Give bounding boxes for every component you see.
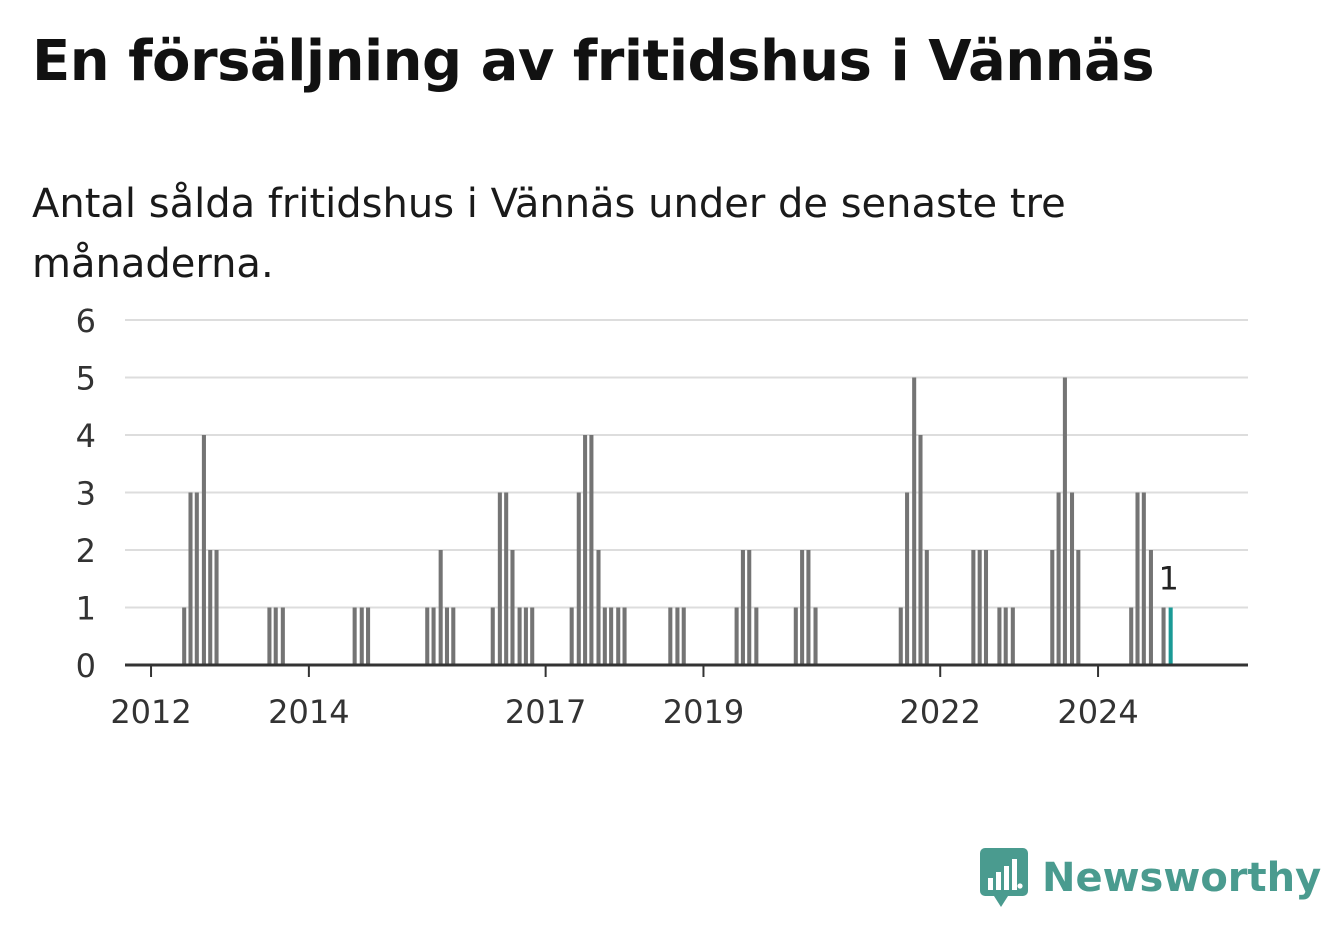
bar (971, 550, 976, 665)
y-tick-label-5: 5 (76, 360, 96, 398)
bar (754, 607, 759, 665)
bar (918, 435, 923, 665)
bar (813, 607, 818, 665)
bar (1168, 607, 1173, 665)
bar (431, 607, 436, 665)
x-tick-label-2017: 2017 (505, 693, 586, 731)
bars (182, 377, 1173, 665)
bar (273, 607, 278, 665)
bar (793, 607, 798, 665)
bar (1129, 607, 1134, 665)
x-tick-label-2014: 2014 (268, 693, 349, 731)
bar (898, 607, 903, 665)
bar (596, 550, 601, 665)
y-tick-label-3: 3 (76, 475, 96, 513)
bar (924, 550, 929, 665)
bar (1010, 607, 1015, 665)
bar (182, 607, 187, 665)
bar (589, 435, 594, 665)
x-tick-label-2022: 2022 (900, 693, 981, 731)
y-tick-label-4: 4 (76, 417, 96, 455)
bar (523, 607, 528, 665)
x-axis-labels: 2012 2014 2017 2019 2022 2024 (110, 693, 1138, 731)
bar (1056, 492, 1061, 665)
bar (977, 550, 982, 665)
bar (609, 607, 614, 665)
bar (497, 492, 502, 665)
bar (208, 550, 213, 665)
bar (194, 492, 199, 665)
bar (905, 492, 910, 665)
y-tick-label-6: 6 (76, 302, 96, 340)
bar (912, 377, 917, 665)
bar (1069, 492, 1075, 665)
bar (983, 550, 989, 665)
bar (280, 607, 285, 665)
y-tick-label-2: 2 (76, 532, 96, 570)
x-axis (125, 663, 1248, 677)
bar (576, 492, 581, 665)
brand-name: Newsworthy (1042, 855, 1322, 901)
bar (569, 607, 574, 665)
x-tick-label-2012: 2012 (110, 693, 191, 731)
bar (800, 550, 805, 665)
chart-subtitle: Antal sålda fritidshus i Vännäs under de… (32, 181, 1066, 287)
bar (438, 550, 443, 665)
bar (188, 492, 193, 665)
bar (616, 607, 621, 665)
bar (997, 607, 1002, 665)
bar (267, 607, 272, 665)
bar (366, 607, 371, 665)
annotations: 1 (1158, 560, 1178, 598)
bar (517, 607, 522, 665)
bar (504, 492, 509, 665)
bar (359, 607, 364, 665)
bar (1161, 607, 1166, 665)
x-tick-label-2024: 2024 (1057, 693, 1138, 731)
bar (668, 607, 673, 665)
bar (451, 607, 456, 665)
bar (740, 550, 745, 665)
y-axis-labels: 0 1 2 3 4 5 6 (76, 302, 96, 685)
bar (747, 550, 752, 665)
bar (510, 550, 515, 665)
bar (1003, 607, 1008, 665)
bar (675, 607, 680, 665)
y-tick-label-1: 1 (76, 590, 96, 628)
bar (1135, 492, 1140, 665)
bar (444, 607, 450, 665)
bar (734, 607, 739, 665)
bar-chart-speech-bubble-icon (980, 848, 1028, 907)
bar (583, 435, 588, 665)
bar (622, 607, 627, 665)
bar (214, 550, 219, 665)
y-tick-label-0: 0 (76, 647, 96, 685)
chart-title: En försäljning av fritidshus i Vännäs (32, 29, 1155, 94)
bar (201, 435, 206, 665)
newsworthy-brand: Newsworthy (980, 848, 1321, 908)
bar (681, 607, 686, 665)
bar (352, 607, 357, 665)
bar (1062, 377, 1067, 665)
bar (490, 607, 495, 665)
gridlines (125, 319, 1248, 609)
x-tick-label-2019: 2019 (663, 693, 744, 731)
bar (530, 607, 535, 665)
bar (1050, 550, 1055, 665)
data-label-latest: 1 (1158, 560, 1178, 598)
bar (1076, 550, 1081, 665)
bar (1148, 550, 1153, 665)
bar (1141, 492, 1146, 665)
bar (806, 550, 811, 665)
bar (602, 607, 607, 665)
bar (425, 607, 430, 665)
